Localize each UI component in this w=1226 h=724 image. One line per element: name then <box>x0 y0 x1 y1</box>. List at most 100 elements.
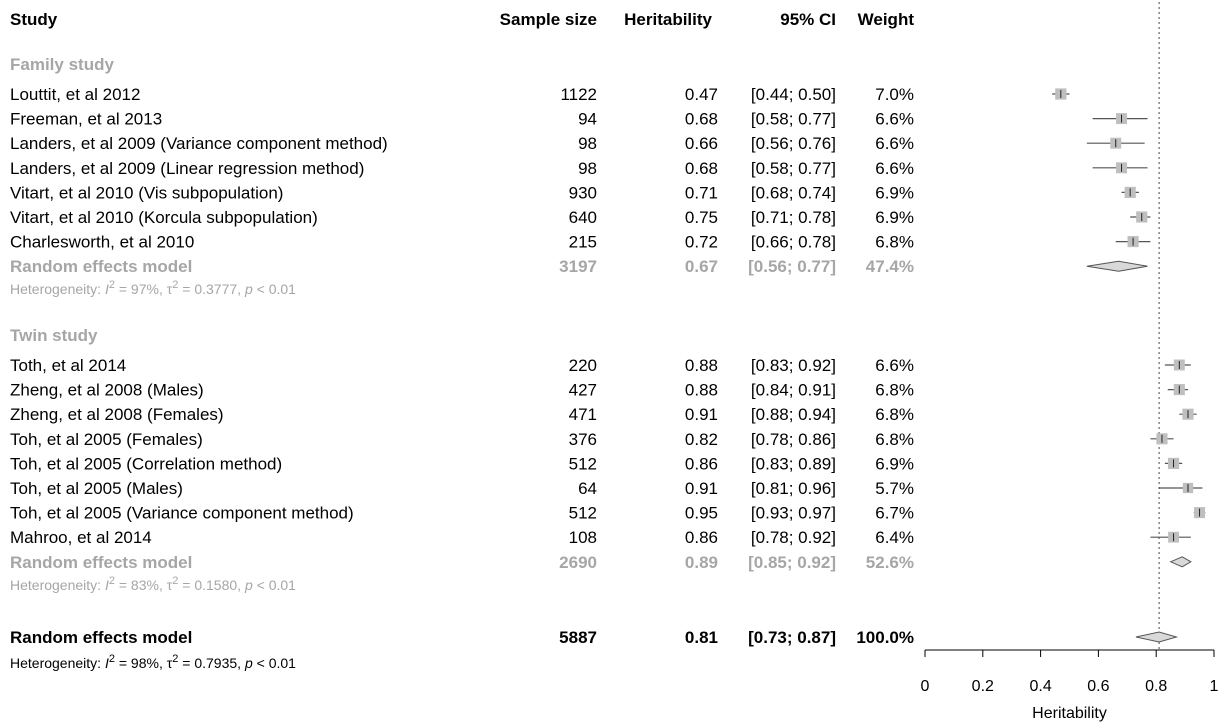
subgroup-summary-n: 3197 <box>559 257 597 276</box>
heterogeneity-text: Heterogeneity: I2 = 83%, τ2 = 0.1580, p … <box>10 575 296 593</box>
subgroup-summary-ci: [0.85; 0.92] <box>748 553 836 572</box>
subgroup-summary-label: Random effects model <box>10 257 192 276</box>
heritability-value: 0.86 <box>685 454 718 473</box>
heritability-value: 0.47 <box>685 85 718 104</box>
x-tick-label: 0.4 <box>1029 678 1051 695</box>
study-marker <box>1193 507 1206 519</box>
overall-summary-n: 5887 <box>559 628 597 647</box>
study-name: Zheng, et al 2008 (Females) <box>10 405 224 424</box>
sample-size: 98 <box>578 134 597 153</box>
subgroup-diamond <box>1086 260 1148 272</box>
sample-size: 930 <box>569 183 597 202</box>
header-study: Study <box>10 10 58 29</box>
header-sample-size: Sample size <box>500 10 597 29</box>
study-name: Toh, et al 2005 (Males) <box>10 479 183 498</box>
study-name: Toth, et al 2014 <box>10 356 126 375</box>
study-marker <box>1164 359 1191 371</box>
subgroup-summary-est: 0.67 <box>685 257 718 276</box>
sample-size: 64 <box>578 479 597 498</box>
subgroup-summary-label: Random effects model <box>10 553 192 572</box>
sample-size: 94 <box>578 110 597 129</box>
weight-value: 6.7% <box>875 504 914 523</box>
weight-value: 6.8% <box>875 381 914 400</box>
study-marker <box>1130 211 1151 223</box>
heritability-value: 0.71 <box>685 183 718 202</box>
sample-size: 471 <box>569 405 597 424</box>
sample-size: 108 <box>569 528 597 547</box>
sample-size: 1122 <box>560 85 597 104</box>
ci-value: [0.83; 0.92] <box>751 356 836 375</box>
ci-value: [0.71; 0.78] <box>751 208 836 227</box>
ci-value: [0.44; 0.50] <box>751 85 836 104</box>
weight-value: 6.8% <box>875 233 914 252</box>
study-marker <box>1179 408 1197 420</box>
weight-value: 6.8% <box>875 430 914 449</box>
study-marker <box>1159 482 1203 494</box>
study-name: Louttit, et al 2012 <box>10 85 140 104</box>
weight-value: 6.9% <box>875 183 914 202</box>
study-name: Landers, et al 2009 (Variance component … <box>10 134 388 153</box>
sample-size: 512 <box>569 504 597 523</box>
study-marker <box>1150 433 1174 445</box>
weight-value: 6.9% <box>875 208 914 227</box>
x-tick-label: 0.6 <box>1087 678 1109 695</box>
x-tick-label: 0 <box>921 678 930 695</box>
header-ci: 95% CI <box>780 10 836 29</box>
study-marker <box>1092 113 1148 125</box>
study-name: Mahroo, et al 2014 <box>10 528 152 547</box>
heritability-value: 0.91 <box>685 405 718 424</box>
study-marker <box>1115 236 1151 248</box>
study-marker <box>1052 88 1070 100</box>
sample-size: 98 <box>578 159 597 178</box>
x-tick-label: 0.2 <box>972 678 994 695</box>
study-name: Toh, et al 2005 (Correlation method) <box>10 454 282 473</box>
ci-value: [0.68; 0.74] <box>751 183 836 202</box>
subgroup-summary-est: 0.89 <box>685 553 718 572</box>
sample-size: 640 <box>569 208 597 227</box>
ci-value: [0.83; 0.89] <box>751 454 836 473</box>
weight-value: 6.6% <box>875 356 914 375</box>
header-heritability: Heritability <box>624 10 712 29</box>
heritability-value: 0.75 <box>685 208 718 227</box>
ci-value: [0.78; 0.86] <box>751 430 836 449</box>
sample-size: 376 <box>569 430 597 449</box>
study-marker <box>1167 384 1188 396</box>
heritability-value: 0.88 <box>685 356 718 375</box>
heritability-value: 0.82 <box>685 430 718 449</box>
ci-value: [0.56; 0.76] <box>751 134 836 153</box>
weight-value: 6.8% <box>875 405 914 424</box>
group-label: Twin study <box>10 326 98 345</box>
ci-value: [0.93; 0.97] <box>751 504 836 523</box>
heritability-value: 0.86 <box>685 528 718 547</box>
study-marker <box>1092 162 1148 174</box>
sample-size: 427 <box>569 381 597 400</box>
study-name: Toh, et al 2005 (Variance component meth… <box>10 504 354 523</box>
heritability-value: 0.68 <box>685 110 718 129</box>
study-marker <box>1164 457 1183 469</box>
sample-size: 215 <box>569 233 597 252</box>
weight-value: 5.7% <box>875 479 914 498</box>
heritability-value: 0.91 <box>685 479 718 498</box>
study-name: Zheng, et al 2008 (Males) <box>10 381 204 400</box>
weight-value: 6.6% <box>875 110 914 129</box>
heterogeneity-text: Heterogeneity: I2 = 98%, τ2 = 0.7935, p … <box>10 653 296 671</box>
heritability-value: 0.95 <box>685 504 718 523</box>
study-name: Vitart, et al 2010 (Korcula subpopulatio… <box>10 208 318 227</box>
weight-value: 6.6% <box>875 159 914 178</box>
weight-value: 6.6% <box>875 134 914 153</box>
heritability-value: 0.72 <box>685 233 718 252</box>
study-name: Toh, et al 2005 (Females) <box>10 430 203 449</box>
ci-value: [0.81; 0.96] <box>751 479 836 498</box>
study-name: Landers, et al 2009 (Linear regression m… <box>10 159 364 178</box>
ci-value: [0.88; 0.94] <box>751 405 836 424</box>
weight-value: 6.9% <box>875 454 914 473</box>
ci-value: [0.78; 0.92] <box>751 528 836 547</box>
overall-diamond <box>1135 631 1179 643</box>
x-tick-label: 0.8 <box>1145 678 1167 695</box>
weight-value: 6.4% <box>875 528 914 547</box>
weight-value: 7.0% <box>875 85 914 104</box>
heterogeneity-text: Heterogeneity: I2 = 97%, τ2 = 0.3777, p … <box>10 279 296 297</box>
heritability-value: 0.66 <box>685 134 718 153</box>
subgroup-summary-weight: 52.6% <box>866 553 914 572</box>
